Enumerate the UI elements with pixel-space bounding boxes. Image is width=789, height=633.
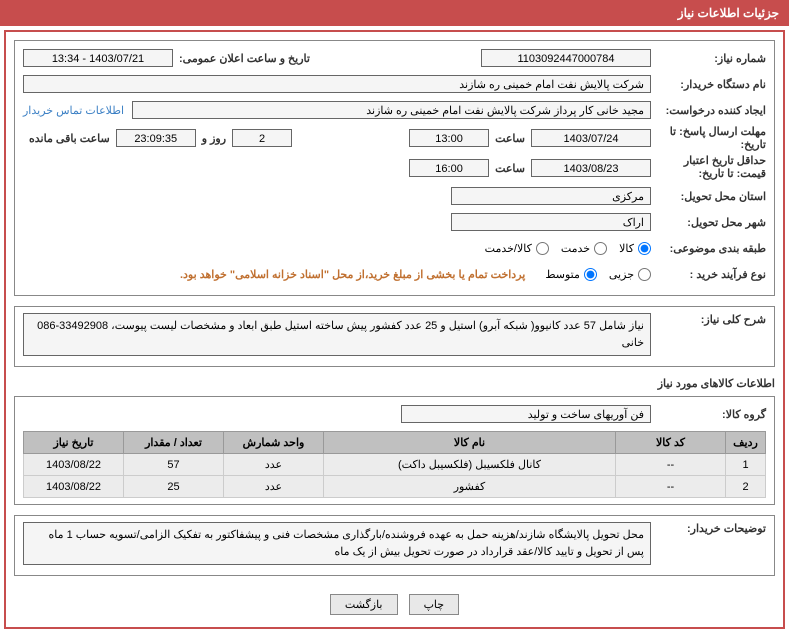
price-valid-date: 1403/08/23 xyxy=(531,159,651,177)
time-label-2: ساعت xyxy=(489,162,531,175)
cell-unit: عدد xyxy=(224,476,324,498)
cat-service-radio[interactable] xyxy=(594,242,607,255)
announce-label: تاریخ و ساعت اعلان عمومی: xyxy=(173,52,316,65)
price-valid-time: 16:00 xyxy=(409,159,489,177)
cat-goods-service-radio[interactable] xyxy=(536,242,549,255)
summary-fieldset: شرح کلی نیاز: نیاز شامل 57 عدد کانیوو( ش… xyxy=(14,306,775,367)
contact-link[interactable]: اطلاعات تماس خریدار xyxy=(23,104,124,117)
th-code: کد کالا xyxy=(616,432,726,454)
th-qty: تعداد / مقدار xyxy=(124,432,224,454)
details-fieldset: شماره نیاز: 1103092447000784 تاریخ و ساع… xyxy=(14,40,775,296)
th-unit: واحد شمارش xyxy=(224,432,324,454)
reply-date: 1403/07/24 xyxy=(531,129,651,147)
cell-name: کفشور xyxy=(324,476,616,498)
price-valid-label: حداقل تاریخ اعتبار قیمت: تا تاریخ: xyxy=(651,155,766,181)
cell-date: 1403/08/22 xyxy=(24,454,124,476)
table-row: 1--کانال فلکسیبل (فلکسیبل داکت)عدد571403… xyxy=(24,454,766,476)
th-name: نام کالا xyxy=(324,432,616,454)
reply-deadline-label: مهلت ارسال پاسخ: تا تاریخ: xyxy=(651,125,766,151)
proc-small-radio[interactable] xyxy=(638,268,651,281)
remain-label: ساعت باقی مانده xyxy=(23,132,116,145)
category-label: طبقه بندی موضوعی: xyxy=(651,242,766,255)
table-row: 2--کفشورعدد251403/08/22 xyxy=(24,476,766,498)
payment-note: پرداخت تمام یا بخشی از مبلغ خرید،از محل … xyxy=(180,268,525,281)
time-label-1: ساعت xyxy=(489,132,531,145)
remain-time: 23:09:35 xyxy=(116,129,196,147)
summary-text: نیاز شامل 57 عدد کانیوو( شبکه آبرو) استی… xyxy=(23,313,651,356)
explain-fieldset: توضیحات خریدار: محل تحویل پالایشگاه شازن… xyxy=(14,515,775,576)
proc-medium-radio[interactable] xyxy=(584,268,597,281)
cat-goods-radio[interactable] xyxy=(638,242,651,255)
process-radios: جزیی متوسط xyxy=(533,268,651,281)
day-and-label: روز و xyxy=(196,132,232,145)
need-no-label: شماره نیاز: xyxy=(651,52,766,65)
province-label: استان محل تحویل: xyxy=(651,190,766,203)
need-no-value: 1103092447000784 xyxy=(481,49,651,67)
cell-code: -- xyxy=(616,454,726,476)
proc-medium-option[interactable]: متوسط xyxy=(545,268,597,281)
requester-label: ایجاد کننده درخواست: xyxy=(651,104,766,117)
buyer-org-label: نام دستگاه خریدار: xyxy=(651,78,766,91)
province-value: مرکزی xyxy=(451,187,651,205)
city-value: اراک xyxy=(451,213,651,231)
cat-service-option[interactable]: خدمت xyxy=(561,242,607,255)
group-label: گروه کالا: xyxy=(651,408,766,421)
cell-row: 2 xyxy=(726,476,766,498)
cell-qty: 25 xyxy=(124,476,224,498)
requester-value: مجید خانی کار پرداز شرکت پالایش نفت امام… xyxy=(132,101,651,119)
city-label: شهر محل تحویل: xyxy=(651,216,766,229)
th-date: تاریخ نیاز xyxy=(24,432,124,454)
reply-time: 13:00 xyxy=(409,129,489,147)
cell-qty: 57 xyxy=(124,454,224,476)
back-button[interactable]: بازگشت xyxy=(330,594,398,615)
summary-label: شرح کلی نیاز: xyxy=(651,313,766,326)
proc-small-option[interactable]: جزیی xyxy=(609,268,651,281)
cell-code: -- xyxy=(616,476,726,498)
th-row: ردیف xyxy=(726,432,766,454)
items-section-title: اطلاعات کالاهای مورد نیاز xyxy=(14,377,775,390)
button-row: چاپ بازگشت xyxy=(14,586,775,619)
items-fieldset: گروه کالا: فن آوریهای ساخت و تولید ردیف … xyxy=(14,396,775,505)
print-button[interactable]: چاپ xyxy=(409,594,460,615)
cell-unit: عدد xyxy=(224,454,324,476)
process-label: نوع فرآیند خرید : xyxy=(651,268,766,281)
category-radios: کالا خدمت کالا/خدمت xyxy=(473,242,651,255)
cell-date: 1403/08/22 xyxy=(24,476,124,498)
announce-value: 1403/07/21 - 13:34 xyxy=(23,49,173,67)
items-table: ردیف کد کالا نام کالا واحد شمارش تعداد /… xyxy=(23,431,766,498)
cell-row: 1 xyxy=(726,454,766,476)
page-header: جزئیات اطلاعات نیاز xyxy=(0,0,789,26)
buyer-org-value: شرکت پالایش نفت امام خمینی ره شازند xyxy=(23,75,651,93)
group-value: فن آوریهای ساخت و تولید xyxy=(401,405,651,423)
explain-text: محل تحویل پالایشگاه شازند/هزینه حمل به ع… xyxy=(23,522,651,565)
remain-days: 2 xyxy=(232,129,292,147)
cat-goods-option[interactable]: کالا xyxy=(619,242,651,255)
cell-name: کانال فلکسیبل (فلکسیبل داکت) xyxy=(324,454,616,476)
main-container: شماره نیاز: 1103092447000784 تاریخ و ساع… xyxy=(4,30,785,629)
cat-goods-service-option[interactable]: کالا/خدمت xyxy=(485,242,549,255)
explain-label: توضیحات خریدار: xyxy=(651,522,766,535)
